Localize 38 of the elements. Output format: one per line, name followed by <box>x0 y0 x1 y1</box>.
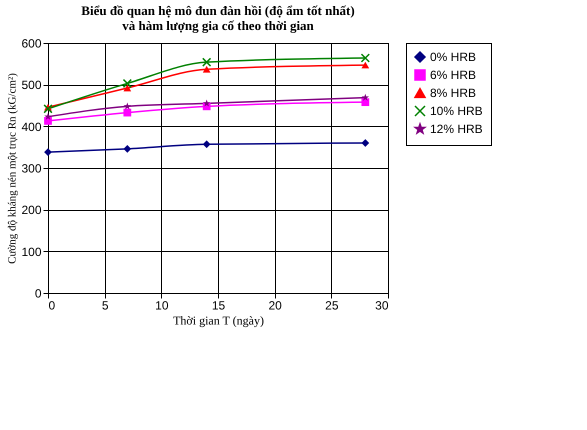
x-tick-label: 10 <box>155 298 169 312</box>
legend-label: 8% HRB <box>430 86 476 100</box>
legend-label: 0% HRB <box>430 50 476 64</box>
point <box>44 112 52 120</box>
legend-label: 10% HRB <box>430 104 483 118</box>
x-tick-label: 20 <box>268 298 282 312</box>
y-axis-title: Cường độ kháng nén một trục Rn (kG/cm²) <box>6 72 18 264</box>
chart-title: Biểu đồ quan hệ mô đun đàn hồi (độ ẩm tốt nhất) và hàm lượng gia cố theo thời gian <box>81 3 355 33</box>
point <box>123 144 132 153</box>
point <box>202 140 211 148</box>
point <box>202 100 210 107</box>
y-tick-label: 600 <box>21 36 42 50</box>
y-tick-label: 300 <box>21 162 42 176</box>
y-tick-label: 400 <box>21 120 42 134</box>
point <box>44 148 52 156</box>
y-tick-label: 200 <box>21 203 42 218</box>
x-tick-label: 15 <box>212 298 226 312</box>
x-tick-label: 5 <box>102 298 109 312</box>
point <box>123 108 132 116</box>
point <box>360 53 370 63</box>
point <box>361 62 370 68</box>
x-tick-label: 0 <box>48 298 56 312</box>
x-tick-label: 25 <box>325 298 339 312</box>
point <box>202 66 211 73</box>
point <box>124 102 132 110</box>
x-tick-label: 30 <box>375 298 389 312</box>
y-tick-label: 0 <box>34 286 42 300</box>
y-tick-label: 500 <box>21 78 42 92</box>
x-axis-title: Thời gian T (ngày) <box>173 314 264 328</box>
point <box>43 104 53 114</box>
point <box>361 139 370 147</box>
legend-label: 12% HRB <box>430 122 483 136</box>
point <box>123 84 132 92</box>
point <box>122 78 132 88</box>
legend-label: 6% HRB <box>430 68 476 82</box>
point <box>362 94 370 101</box>
point <box>202 58 212 67</box>
y-tick-label: 100 <box>21 244 42 259</box>
